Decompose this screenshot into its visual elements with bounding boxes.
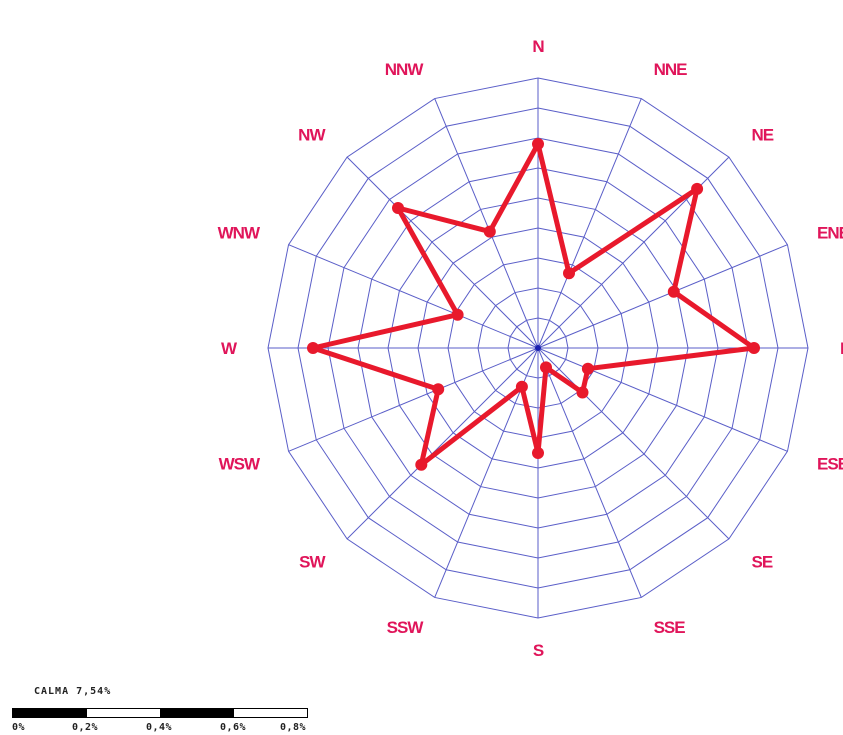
direction-label-s: S	[533, 641, 544, 660]
data-point-n	[532, 138, 544, 150]
data-point-s	[532, 447, 544, 459]
scale-tick-label: 0,6%	[220, 722, 247, 733]
grid-spoke	[537, 347, 730, 540]
direction-label-n: N	[532, 37, 544, 56]
direction-label-e: E	[840, 339, 843, 358]
grid-spoke	[537, 244, 788, 349]
direction-label-nne: NNE	[654, 60, 688, 79]
wind-rose-grid	[267, 77, 809, 619]
grid-spoke	[346, 156, 539, 349]
direction-label-ne: NE	[752, 126, 774, 145]
data-point-nw	[392, 202, 404, 214]
data-point-ene	[667, 285, 680, 298]
center-dot	[535, 345, 541, 351]
direction-label-wnw: WNW	[218, 223, 261, 242]
direction-label-se: SE	[752, 553, 773, 572]
direction-label-ene: ENE	[817, 223, 843, 242]
data-point-ssw	[515, 380, 528, 393]
direction-label-nnw: NNW	[385, 60, 425, 79]
direction-label-w: W	[221, 339, 238, 358]
grid-spoke	[537, 347, 788, 452]
wind-frequency-series	[307, 138, 760, 471]
data-point-nne	[563, 267, 575, 280]
direction-label-sse: SSE	[654, 618, 686, 637]
grid-spoke	[288, 244, 539, 349]
scale-tick-label: 0,2%	[72, 722, 99, 733]
data-point-wnw	[451, 308, 464, 321]
direction-label-ssw: SSW	[387, 618, 425, 637]
grid-spoke	[346, 347, 539, 540]
scale-bar	[12, 708, 308, 718]
direction-label-nw: NW	[298, 126, 326, 145]
data-point-sse	[540, 361, 552, 374]
scale-segment	[233, 709, 307, 717]
grid-spoke	[288, 347, 539, 452]
data-point-ne	[691, 182, 704, 195]
calm-percentage-label: CALMA 7,54%	[34, 686, 112, 697]
scale-tick-label: 0,4%	[146, 722, 173, 733]
scale-tick-label: 0,8%	[280, 722, 307, 733]
data-point-sw	[415, 458, 428, 471]
scale-tick-label: 0%	[12, 722, 26, 733]
scale-segment	[13, 709, 87, 717]
direction-label-ese: ESE	[817, 455, 843, 474]
data-point-e	[748, 342, 760, 354]
data-point-nnw	[483, 225, 496, 238]
data-point-wsw	[432, 383, 445, 396]
grid-spoke	[537, 98, 642, 349]
data-point-se	[576, 386, 589, 399]
grid-spoke	[537, 347, 642, 598]
direction-label-sw: SW	[299, 553, 326, 572]
data-point-ese	[581, 362, 594, 375]
direction-labels: N NNE NE ENE E ESE SE SSE S SSW SW WSW W WNW NW NNW	[218, 37, 843, 660]
data-point-w	[307, 342, 319, 354]
scale-segment	[86, 709, 160, 717]
scale-segment	[160, 709, 234, 717]
grid-spoke	[434, 98, 539, 349]
series-line	[310, 141, 757, 468]
direction-label-wsw: WSW	[219, 455, 261, 474]
